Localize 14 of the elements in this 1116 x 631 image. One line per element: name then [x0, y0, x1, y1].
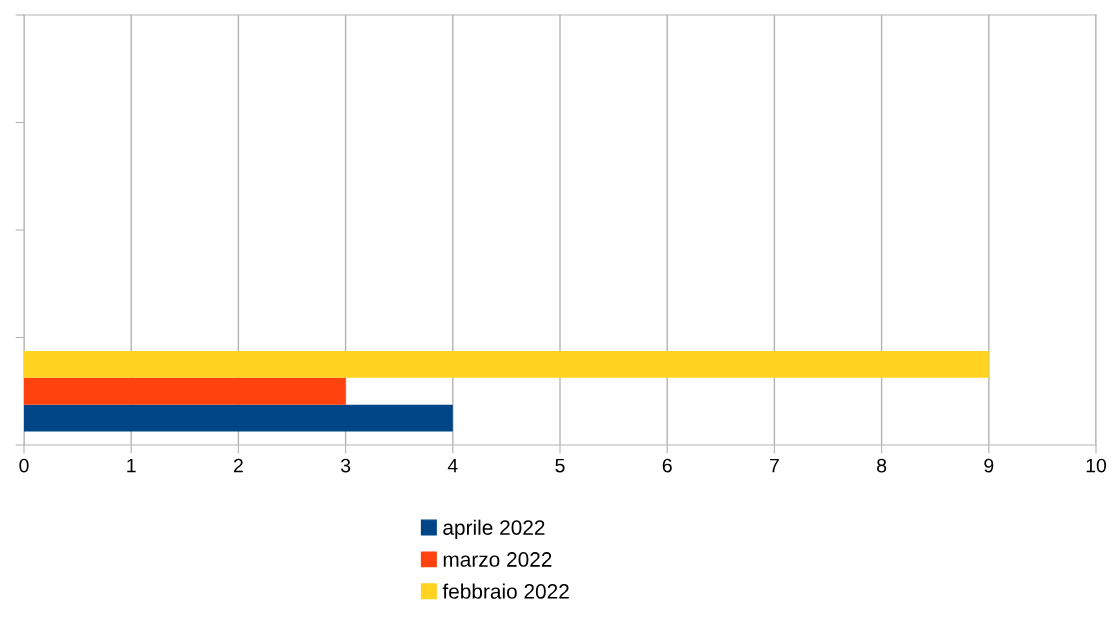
x-tick-label: 1: [127, 458, 136, 473]
legend-label: aprile 2022: [443, 519, 545, 540]
x-tick-label: 10: [1086, 458, 1107, 473]
x-tick-label: 6: [662, 458, 672, 473]
x-tick-label: 4: [447, 458, 458, 473]
x-tick-label: 5: [555, 458, 565, 473]
legend-label: febbraio 2022: [442, 583, 569, 599]
legend-label: marzo 2022: [443, 552, 552, 567]
x-tick-label: 9: [984, 458, 994, 473]
x-tick-label: 2: [233, 458, 243, 473]
x-tick-label: 0: [19, 458, 29, 473]
x-tick-label: 8: [877, 458, 887, 473]
x-tick-label: 3: [340, 458, 351, 473]
x-tick-label: 7: [769, 458, 779, 473]
